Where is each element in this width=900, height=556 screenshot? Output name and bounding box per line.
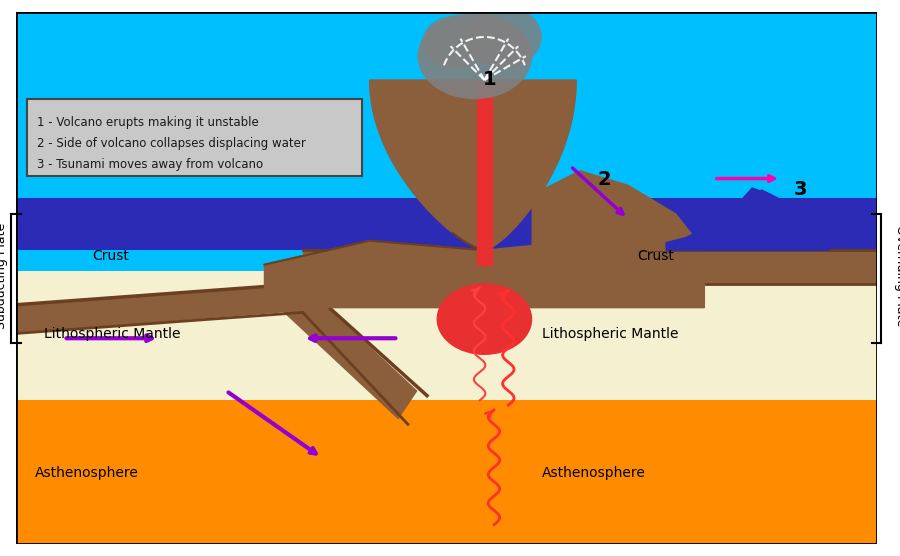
Polygon shape — [532, 171, 705, 250]
Text: 1: 1 — [482, 70, 496, 89]
Polygon shape — [733, 188, 781, 219]
Ellipse shape — [422, 16, 490, 68]
Ellipse shape — [418, 13, 532, 99]
Text: Crust: Crust — [637, 249, 674, 263]
Bar — [16, 400, 877, 544]
Bar — [16, 271, 877, 400]
Text: 2: 2 — [597, 170, 611, 189]
Polygon shape — [477, 85, 492, 265]
Text: Asthenosphere: Asthenosphere — [542, 466, 645, 480]
Polygon shape — [16, 284, 418, 420]
Text: Crust: Crust — [93, 249, 130, 263]
Bar — [302, 250, 877, 284]
Polygon shape — [666, 190, 829, 250]
Text: Lithospheric Mantle: Lithospheric Mantle — [542, 327, 679, 341]
Ellipse shape — [465, 6, 542, 68]
Text: Asthenosphere: Asthenosphere — [35, 466, 139, 480]
Text: Subducting Plate: Subducting Plate — [0, 223, 8, 329]
Text: 1 - Volcano erupts making it unstable: 1 - Volcano erupts making it unstable — [37, 116, 258, 130]
Text: Lithospheric Mantle: Lithospheric Mantle — [44, 327, 181, 341]
FancyBboxPatch shape — [27, 99, 362, 176]
Text: 3 - Tsunami moves away from volcano: 3 - Tsunami moves away from volcano — [37, 158, 263, 171]
Polygon shape — [265, 80, 705, 307]
Bar — [16, 198, 877, 250]
Text: 2 - Side of volcano collapses displacing water: 2 - Side of volcano collapses displacing… — [37, 137, 306, 151]
Text: Overriding Plate: Overriding Plate — [894, 226, 900, 327]
Ellipse shape — [436, 283, 532, 355]
Text: 3: 3 — [793, 180, 806, 199]
